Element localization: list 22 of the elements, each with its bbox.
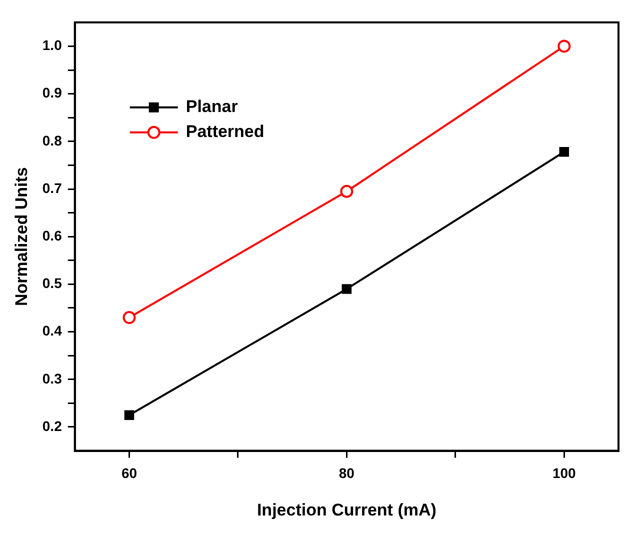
x-tick-label: 100	[552, 465, 576, 482]
y-tick-label: 0.6	[42, 227, 62, 244]
y-tick-label: 0.7	[42, 180, 62, 196]
point	[342, 284, 352, 294]
y-tick-label: 0.2	[42, 418, 62, 434]
y-tick-label: 0.8	[42, 132, 62, 148]
y-tick-label: 0.5	[42, 275, 62, 292]
point	[340, 184, 354, 198]
y-tick-label: 0.9	[42, 84, 62, 101]
point	[124, 410, 134, 420]
y-axis-title: Normalized Units	[12, 167, 31, 306]
y-tick-label: 1.0	[42, 37, 62, 54]
legend-label: Patterned	[186, 122, 264, 142]
y-tick-label: 0.4	[42, 322, 62, 339]
x-tick-label: 80	[338, 465, 355, 482]
x-axis-title: Injection Current (mA)	[256, 500, 436, 520]
legend-label: Planar	[186, 97, 238, 116]
point	[559, 146, 570, 157]
x-tick-label: 60	[121, 465, 138, 482]
y-tick-label: 0.3	[42, 370, 62, 386]
point	[558, 40, 571, 53]
point	[122, 311, 136, 324]
